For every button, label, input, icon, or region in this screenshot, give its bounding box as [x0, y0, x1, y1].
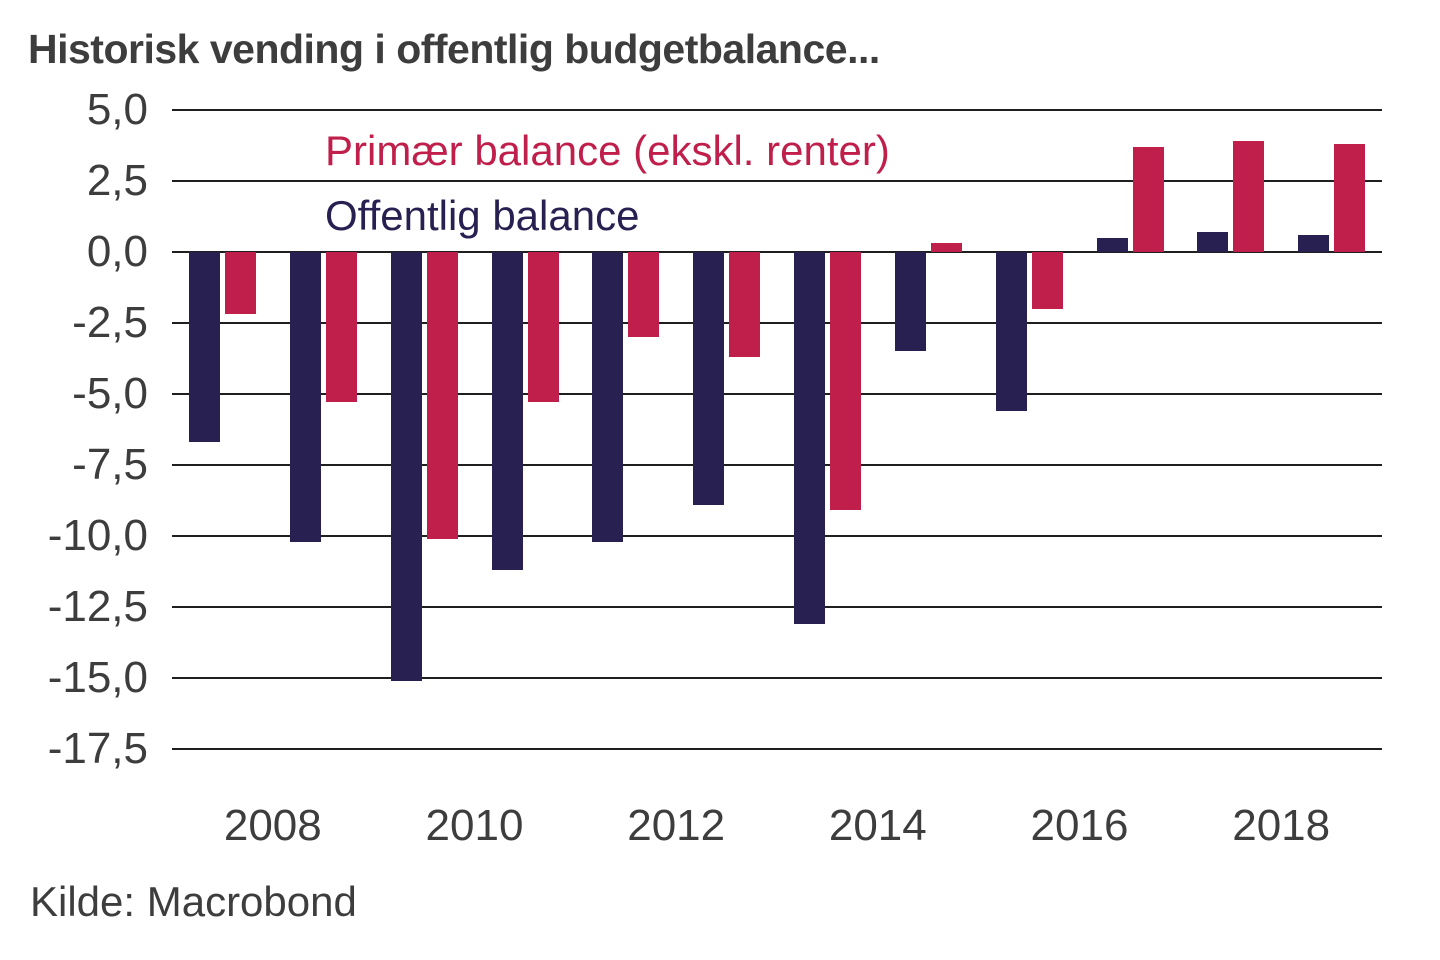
gridline	[172, 179, 1382, 182]
y-tick-label: 5,0	[86, 84, 148, 134]
bar-offentlig-balance-2018	[1298, 234, 1330, 252]
bar-primaer-balance-2015	[1031, 251, 1063, 309]
bar-primaer-balance-2009	[426, 251, 458, 539]
x-tick-label: 2008	[223, 801, 322, 850]
x-tick-label: 2018	[1232, 801, 1331, 850]
gridline	[172, 108, 1382, 111]
y-tick-label: -12,5	[47, 582, 148, 632]
legend-offentlig-balance: Offentlig balance	[325, 192, 640, 239]
y-tick-label: 2,5	[86, 155, 148, 205]
source-caption: Kilde: Macrobond	[30, 878, 357, 925]
bar-primaer-balance-2013	[830, 251, 861, 511]
bar-primaer-balance-2012	[729, 251, 761, 357]
bar-primaer-balance-2010	[527, 251, 559, 403]
gridline	[172, 464, 1382, 466]
y-tick-label: -10,0	[47, 511, 148, 561]
y-tick-label: -17,5	[47, 724, 148, 774]
bar-primaer-balance-2014	[930, 243, 962, 252]
bar-offentlig-balance-2011	[592, 251, 624, 542]
bar-offentlig-balance-2008	[289, 251, 321, 542]
bar-primaer-balance-2008	[325, 251, 357, 403]
gridline	[172, 748, 1382, 751]
bar-offentlig-balance-2010	[491, 251, 523, 571]
bar-primaer-balance-2007	[225, 251, 256, 315]
bar-offentlig-balance-2017	[1197, 231, 1229, 252]
bar-offentlig-balance-2016	[1096, 237, 1128, 252]
gridline	[172, 392, 1382, 395]
gridline	[172, 606, 1382, 609]
gridline	[172, 250, 1382, 253]
y-tick-label: -15,0	[47, 653, 148, 703]
bar-offentlig-balance-2014	[894, 251, 926, 352]
x-tick-label: 2014	[828, 801, 927, 850]
x-tick-label: 2012	[627, 801, 726, 850]
bar-primaer-balance-2016	[1132, 146, 1164, 252]
bar-primaer-balance-2011	[628, 251, 660, 337]
bar-primaer-balance-2018	[1334, 143, 1366, 252]
bar-offentlig-balance-2013	[794, 251, 825, 625]
legend-primaer-balance: Primær balance (ekskl. renter)	[325, 127, 890, 174]
chart-title: Historisk vending i offentlig budgetbala…	[28, 26, 880, 72]
x-tick-label: 2016	[1030, 801, 1129, 850]
bar-offentlig-balance-2009	[390, 251, 422, 682]
gridline	[172, 535, 1382, 538]
y-tick-label: -7,5	[72, 440, 148, 489]
y-tick-label: -2,5	[72, 297, 148, 347]
gridline	[172, 321, 1382, 324]
gridline	[172, 677, 1382, 680]
bar-offentlig-balance-2012	[693, 251, 725, 505]
y-tick-label: 0,0	[86, 226, 148, 276]
x-tick-label: 2010	[425, 801, 524, 850]
bar-offentlig-balance-2015	[995, 251, 1027, 411]
bar-offentlig-balance-2007	[189, 251, 220, 443]
y-tick-label: -5,0	[72, 368, 148, 418]
bar-primaer-balance-2017	[1233, 140, 1265, 252]
